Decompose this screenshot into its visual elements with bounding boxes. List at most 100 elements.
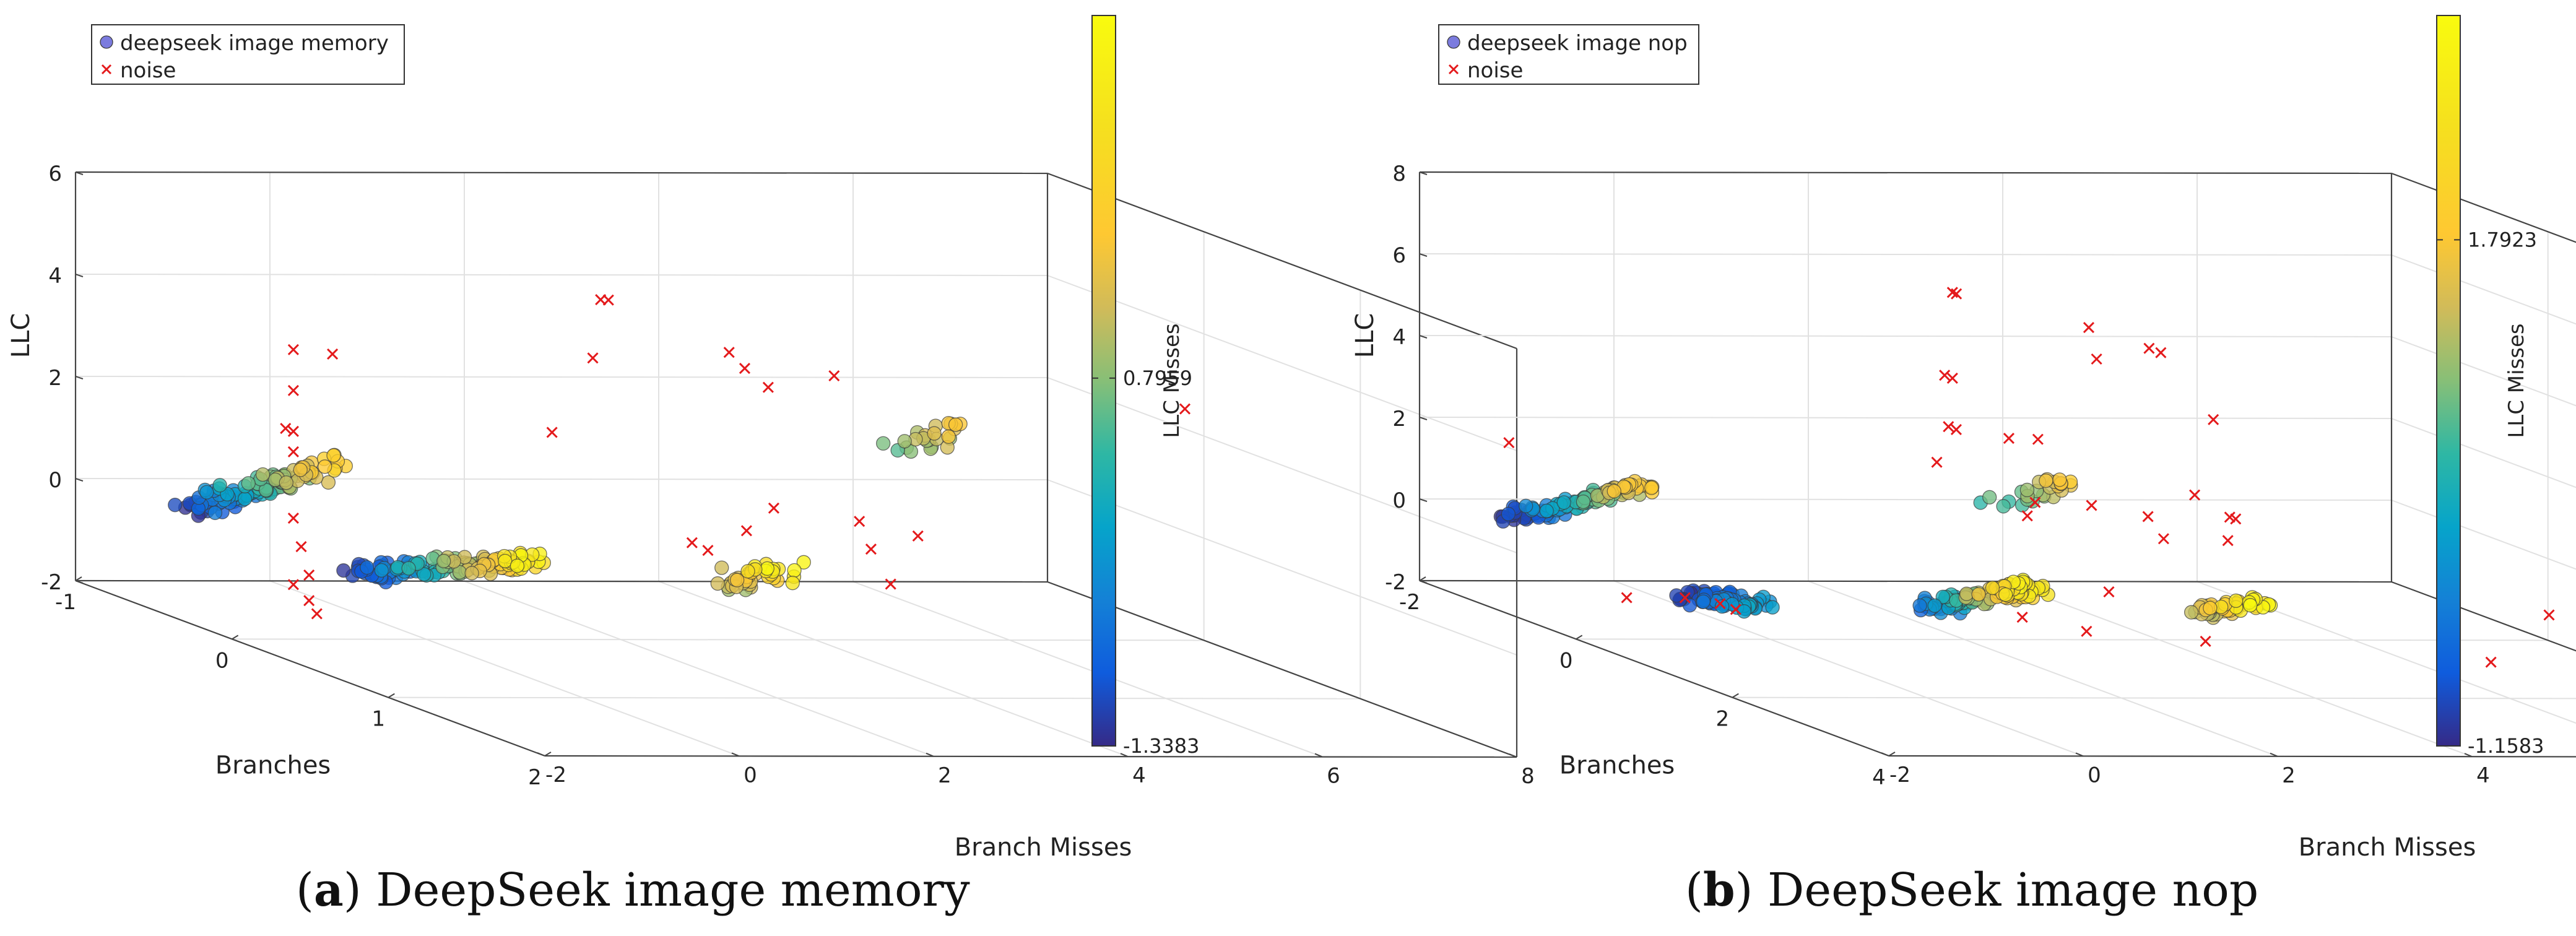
axis-box-edge [1419,579,1889,757]
x-tick [232,635,239,640]
noise-marker [2208,414,2219,425]
z-tick [75,580,84,584]
cluster-point [237,492,253,506]
z-tick [1419,335,1428,339]
caption-a: (a) DeepSeek image memory [296,864,970,917]
cluster-point [436,553,451,569]
noise-marker [280,423,292,435]
z-grid-left [75,376,1048,378]
noise-marker [2230,513,2242,525]
z-tick-label: 6 [48,162,62,186]
y-tick [731,752,740,757]
caption-a-text: DeepSeek image memory [376,864,970,917]
cluster-point [374,563,389,578]
y-tick-label: 8 [1521,764,1535,789]
noise-marker [885,578,896,590]
x-axis-label: Branches [215,752,331,780]
cluster-point [941,429,956,444]
cluster-point [1996,499,2011,514]
x-tick-label: -2 [1399,590,1420,615]
cluster-point [326,448,341,463]
y-grid-floor [2197,581,2576,724]
y-tick [1314,753,1323,758]
y-tick [1120,753,1129,758]
noise-marker [2103,586,2115,598]
noise-marker [287,425,299,437]
cluster-point [948,417,963,432]
x-tick-label: -1 [55,590,76,615]
noise-marker [1951,288,1962,300]
y-tick-label: 6 [1327,764,1340,789]
cluster-point [796,555,811,570]
y-tick [2270,752,2278,757]
noise-marker [287,446,299,457]
noise-marker [303,595,315,607]
z-tick [1419,253,1428,257]
x-tick-label: 4 [1872,765,1886,790]
x-tick [544,752,552,756]
z-tick [1419,498,1428,502]
cluster-point [1501,506,1516,521]
y-tick-label: 0 [744,763,757,787]
axis-box-edge [75,579,1048,583]
cluster-point [279,475,293,490]
axis-box-edge [1888,755,2576,758]
z-grid-right [1047,479,1517,656]
y-tick-label: 2 [938,763,952,788]
x-tick [1888,752,1896,756]
x-grid-floor [1576,638,2548,641]
axis-box-edge [2391,172,2576,243]
z-grid-left [1419,253,2392,256]
noise-marker [546,427,558,438]
axis-box-edge [1047,581,1517,758]
cluster-point [401,561,416,576]
cluster-point [336,563,351,578]
z-tick [75,376,84,379]
y-grid-floor [2002,581,2473,758]
y-tick-label: 0 [2088,763,2101,787]
noise-marker [1931,456,1943,468]
z-tick-label: 8 [1392,162,1406,186]
cluster-point [1927,598,1942,613]
noise-marker [854,516,865,527]
z-grid-right [1047,377,1517,553]
x-tick [1732,693,1739,698]
noise-marker [828,370,840,382]
noise-marker [2543,609,2555,621]
cluster-point [293,462,308,477]
cluster-point [729,573,745,587]
z-tick-label: 4 [48,264,62,288]
caption-b-text: DeepSeek image nop [1767,864,2259,917]
cluster-point [212,478,227,493]
cluster-point [1912,598,1927,613]
noise-marker [1939,370,1951,381]
legend-label-noise: noise [120,58,176,83]
z-tick-label: 0 [1392,488,1406,513]
y-grid-floor [1808,580,2278,757]
x-grid-floor [1732,696,2576,700]
y-axis-label: Branch Misses [2299,833,2476,862]
y-tick [1509,753,1517,758]
noise-marker [1679,592,1691,604]
z-tick-label: 0 [48,468,62,493]
z-tick [1419,580,1428,584]
noise-marker [912,530,924,542]
cluster-point [897,434,912,449]
cluster-point [760,561,774,576]
cluster-point [2039,473,2053,488]
noise-marker [1943,421,1954,433]
noise-marker [1621,592,1633,604]
noise-marker [2200,635,2211,648]
noise-marker [1730,604,1741,615]
cluster-point [2243,598,2258,613]
cluster-point [1556,495,1571,510]
y-tick [537,752,545,756]
noise-marker [1503,436,1515,449]
colorbar-tick-label: -1.1583 [2468,734,2544,758]
x-tick-label: 2 [1716,707,1730,732]
cluster-point [207,505,223,521]
cluster-point [1669,588,1684,603]
cluster-point [787,563,802,578]
cluster-point [1644,480,1659,495]
